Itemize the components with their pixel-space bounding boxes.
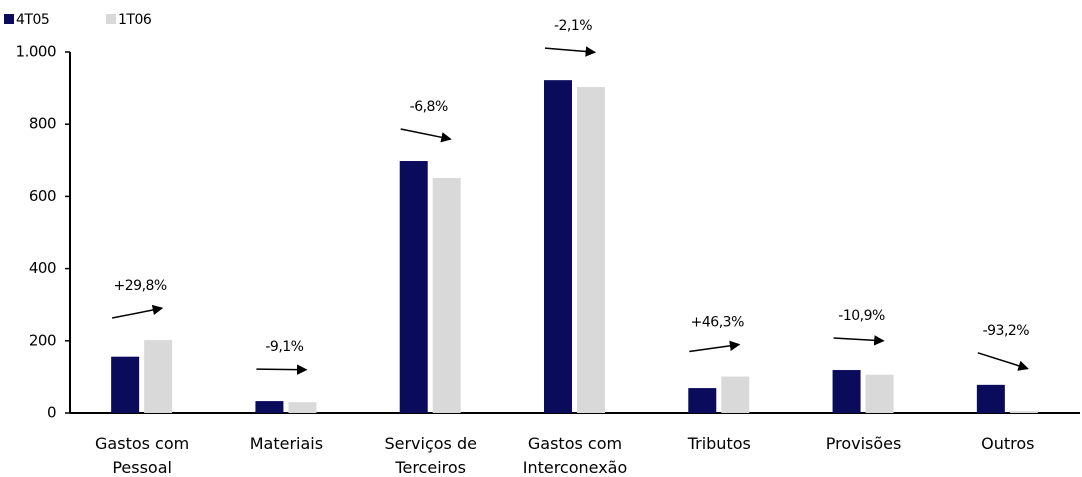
bar <box>832 370 861 413</box>
y-tick-label: 800 <box>29 115 56 133</box>
bar <box>111 356 140 413</box>
bar <box>721 376 750 413</box>
x-tick-label: Serviços de Terceiros <box>384 434 477 477</box>
change-arrow <box>689 340 741 353</box>
bar <box>399 161 428 413</box>
change-label: -93,2% <box>983 323 1030 339</box>
change-label: -10,9% <box>838 308 885 324</box>
bar <box>1009 411 1038 413</box>
bar <box>255 401 284 413</box>
x-tick-label: Materiais <box>249 434 324 453</box>
change-label: -9,1% <box>265 339 303 355</box>
change-arrow <box>111 304 164 319</box>
x-tick-label: Gastos com Pessoal <box>95 434 190 477</box>
y-tick-label: 200 <box>29 331 56 349</box>
y-tick-label: 400 <box>29 259 56 277</box>
bar <box>544 80 572 414</box>
change-label: -2,1% <box>554 18 592 34</box>
bar <box>688 388 717 413</box>
change-arrow <box>400 128 452 143</box>
change-label: +29,8% <box>114 278 167 294</box>
change-label: +46,3% <box>691 315 744 331</box>
bar <box>144 340 173 413</box>
x-tick-label: Provisões <box>825 434 902 453</box>
change-label: -6,8% <box>410 99 448 115</box>
bar <box>976 384 1005 413</box>
change-arrow <box>977 352 1029 371</box>
x-tick-label: Gastos com Interconexão <box>522 434 628 477</box>
legend-label: 4T05 <box>16 12 49 28</box>
change-arrow <box>833 335 885 346</box>
y-tick-label: 0 <box>47 404 56 422</box>
legend-swatch <box>4 14 14 24</box>
bar <box>432 177 461 413</box>
x-tick-label: Outros <box>981 434 1035 453</box>
bar <box>577 87 605 413</box>
change-arrow <box>256 364 308 375</box>
y-tick-label: 1.000 <box>16 43 56 61</box>
bar <box>865 374 894 413</box>
y-tick-label: 600 <box>29 187 56 205</box>
bar <box>288 402 317 413</box>
x-tick-label: Tributos <box>687 434 751 453</box>
change-arrow <box>544 46 597 57</box>
legend-swatch <box>106 14 116 24</box>
legend-label: 1T06 <box>118 12 152 28</box>
